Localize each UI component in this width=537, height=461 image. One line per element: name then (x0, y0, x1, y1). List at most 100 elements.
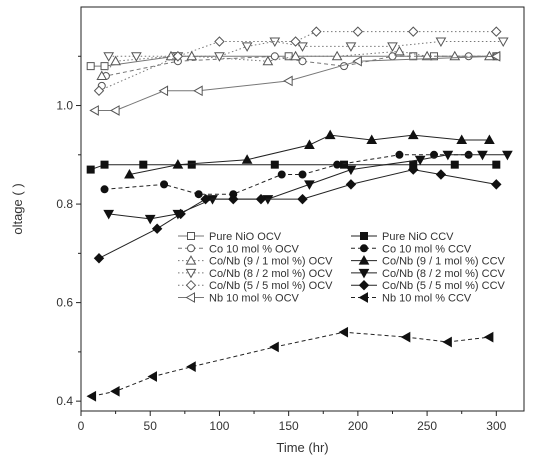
data-point (100, 160, 109, 169)
legend-marker (185, 255, 197, 265)
series-8 (124, 129, 495, 179)
legend-item: Co 10 mol % OCV (178, 243, 300, 255)
data-point (408, 26, 419, 37)
legend-label: Co 10 mol % OCV (209, 243, 300, 255)
legend-item: Co/Nb (8 / 2 mol %) CCV (351, 268, 506, 280)
legend-label: Co 10 mol % CCV (382, 243, 472, 255)
data-point (214, 52, 225, 62)
series-line (104, 154, 469, 195)
data-point (456, 134, 468, 145)
data-point (103, 52, 115, 62)
legend-label: Pure NiO CCV (382, 231, 454, 243)
legend-marker (185, 279, 197, 291)
series-9 (103, 150, 513, 225)
legend-marker (187, 232, 195, 240)
data-point (491, 179, 502, 190)
data-point (139, 160, 148, 169)
data-point (395, 150, 404, 159)
data-point (93, 253, 105, 264)
data-point (477, 150, 488, 161)
data-point (269, 341, 279, 353)
series-6 (86, 160, 501, 174)
data-point (450, 160, 459, 169)
data-point (144, 214, 156, 225)
y-tick-label: 1.0 (56, 99, 73, 113)
data-point (324, 129, 336, 140)
data-point (147, 371, 157, 382)
data-point (331, 50, 343, 61)
series-line (98, 31, 497, 92)
data-point (449, 50, 461, 61)
data-point (408, 164, 419, 175)
data-point (338, 326, 349, 338)
series-10 (93, 164, 502, 264)
data-point (407, 129, 419, 140)
legend-label: Pure NiO OCV (209, 231, 282, 243)
data-point (484, 134, 495, 145)
data-point (298, 57, 307, 66)
data-point (290, 50, 301, 61)
legend-marker (185, 268, 197, 279)
data-point (345, 165, 357, 176)
data-point (110, 105, 120, 116)
legend-label: Co/Nb (9 / 1 mol %) OCV (209, 256, 333, 268)
data-point (352, 55, 362, 67)
data-point (131, 52, 142, 62)
data-point (484, 50, 495, 61)
data-point (193, 85, 203, 97)
data-point (270, 160, 279, 169)
data-point (442, 150, 454, 161)
data-point (464, 52, 473, 61)
data-point (175, 208, 186, 220)
data-point (435, 169, 447, 180)
data-point (186, 361, 196, 373)
data-point (297, 42, 308, 52)
data-point (241, 154, 253, 164)
data-point (100, 62, 109, 71)
y-tick-label: 0.8 (56, 197, 73, 211)
legend-item: Nb 10 mol % CCV (351, 292, 472, 305)
legend-item: Co/Nb (5 / 5 mol %) OCV (178, 279, 333, 292)
data-point (110, 385, 120, 397)
legend-item: Co/Nb (8 / 2 mol %) OCV (178, 268, 333, 280)
series-2 (96, 45, 495, 80)
data-point (103, 209, 115, 220)
y-axis-title: oltage ( ) (10, 183, 25, 234)
data-point (304, 180, 315, 190)
data-point (387, 42, 398, 52)
legend-label: Co/Nb (5 / 5 mol %) OCV (209, 280, 333, 292)
data-point (200, 193, 211, 205)
legend-item: Pure NiO CCV (351, 231, 454, 243)
data-point (311, 26, 322, 37)
legend-label: Co/Nb (8 / 2 mol %) CCV (382, 268, 506, 280)
data-point (492, 160, 501, 169)
x-tick-label: 0 (78, 419, 85, 433)
data-point (187, 160, 196, 169)
legend-label: Nb 10 mol % CCV (382, 293, 472, 305)
x-tick-label: 150 (279, 419, 299, 433)
data-point (241, 42, 253, 52)
data-point (262, 55, 274, 66)
legend-marker (358, 279, 370, 291)
data-point (277, 170, 286, 179)
legend-marker (358, 268, 370, 279)
legend-marker (360, 232, 368, 240)
data-point (435, 37, 447, 48)
data-point (214, 36, 225, 47)
data-point (151, 223, 163, 234)
x-axis-title: Time (hr) (276, 440, 328, 455)
data-point (502, 150, 513, 161)
data-point (414, 155, 426, 166)
data-point (186, 50, 198, 61)
data-point (421, 50, 433, 61)
data-point (86, 390, 97, 402)
data-point (172, 159, 184, 169)
data-point (366, 134, 378, 145)
data-point (394, 45, 405, 56)
legend-item: Co 10 mol % CCV (351, 243, 472, 255)
legend-label: Co/Nb (9 / 1 mol %) CCV (382, 256, 506, 268)
data-point (352, 26, 364, 37)
x-tick-label: 50 (144, 419, 158, 433)
legend-item: Co/Nb (9 / 1 mol %) CCV (351, 255, 506, 268)
